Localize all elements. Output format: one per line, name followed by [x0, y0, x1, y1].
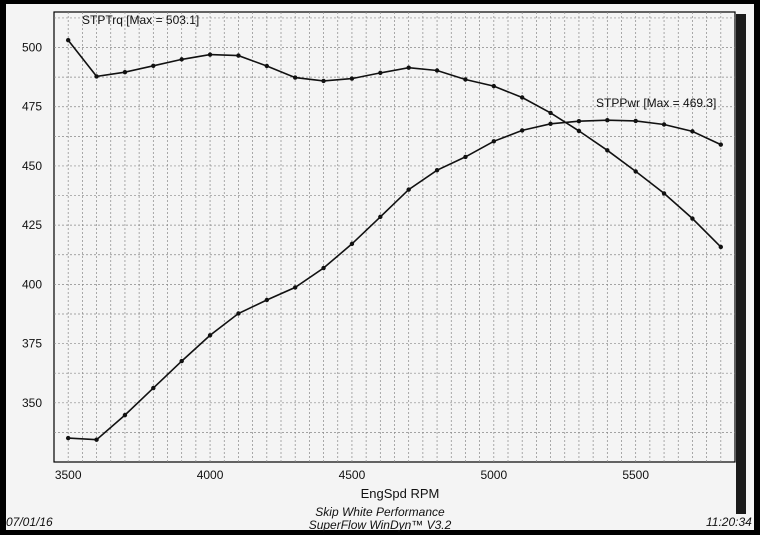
- data-point: [718, 142, 724, 147]
- data-point: [321, 78, 326, 84]
- series-line-power: [68, 119, 722, 441]
- data-point: [378, 70, 383, 76]
- y-tick-label: 425: [22, 218, 42, 232]
- data-point: [236, 53, 241, 58]
- data-point: [519, 95, 525, 100]
- footer-company: Skip White Performance: [315, 505, 445, 519]
- data-point: [321, 265, 326, 271]
- data-point: [718, 244, 724, 250]
- data-point: [264, 297, 270, 303]
- data-point: [519, 128, 525, 133]
- data-point: [207, 333, 213, 338]
- x-tick-label: 3500: [55, 468, 82, 482]
- data-point: [605, 118, 610, 123]
- y-tick-label: 350: [22, 396, 42, 410]
- data-point: [463, 77, 468, 82]
- x-tick-label: 5000: [480, 468, 507, 482]
- footer-time: 11:20:34: [706, 515, 752, 529]
- y-tick-label: 450: [22, 159, 42, 173]
- data-point: [661, 191, 667, 196]
- data-point: [94, 74, 99, 79]
- data-point: [151, 63, 156, 68]
- y-tick-label: 400: [22, 277, 42, 291]
- data-point: [661, 122, 667, 127]
- data-point: [406, 65, 411, 70]
- x-tick-label: 5500: [622, 468, 649, 482]
- tick-labels: 3500 4000 4500 5000 5500 350 375 400 425 450 475 50…: [22, 41, 649, 482]
- data-point: [122, 69, 128, 75]
- data-point: [406, 187, 411, 192]
- data-point: [179, 358, 184, 364]
- x-axis-title: EngSpd RPM: [361, 486, 440, 501]
- data-point: [179, 57, 184, 62]
- data-point: [236, 311, 241, 316]
- data-point: [349, 76, 355, 81]
- data-point: [633, 118, 638, 124]
- data-point: [349, 241, 355, 247]
- data-point: [378, 214, 383, 220]
- data-point: [548, 121, 553, 126]
- data-point: [491, 139, 497, 144]
- series-lines: [65, 37, 724, 442]
- grid-lines: [54, 12, 735, 462]
- data-point: [65, 435, 71, 441]
- series-label-power: STPPwr [Max = 469.3]: [596, 96, 716, 110]
- footer-software: SuperFlow WinDyn™ V3.2: [308, 518, 452, 532]
- data-point: [292, 75, 298, 80]
- data-point: [434, 168, 440, 173]
- data-point: [576, 118, 582, 124]
- data-point: [633, 169, 638, 174]
- series-label-torque: STPTrq [Max = 503.1]: [82, 13, 199, 27]
- y-tick-label: 375: [22, 337, 42, 351]
- x-tick-label: 4000: [197, 468, 224, 482]
- data-point: [576, 128, 582, 134]
- x-tick-label: 4500: [339, 468, 366, 482]
- data-point: [94, 437, 99, 442]
- footer-date: 07/01/16: [6, 515, 53, 529]
- data-point: [548, 110, 553, 116]
- data-point: [605, 148, 610, 153]
- series-labels: STPTrq [Max = 503.1] STPPwr [Max = 469.3]: [82, 13, 716, 110]
- sheet-edge-strip: [736, 14, 746, 514]
- data-point: [463, 154, 468, 160]
- data-point: [122, 412, 128, 418]
- data-point: [690, 216, 695, 221]
- data-point: [65, 37, 71, 43]
- data-point: [151, 385, 156, 391]
- data-point: [207, 52, 213, 57]
- data-point: [434, 68, 440, 73]
- y-tick-label: 475: [22, 100, 42, 114]
- data-point: [292, 285, 298, 290]
- y-tick-label: 500: [22, 41, 42, 55]
- data-point: [264, 63, 270, 69]
- series-line-torque: [67, 39, 722, 248]
- data-point: [491, 83, 497, 89]
- data-point: [690, 129, 695, 134]
